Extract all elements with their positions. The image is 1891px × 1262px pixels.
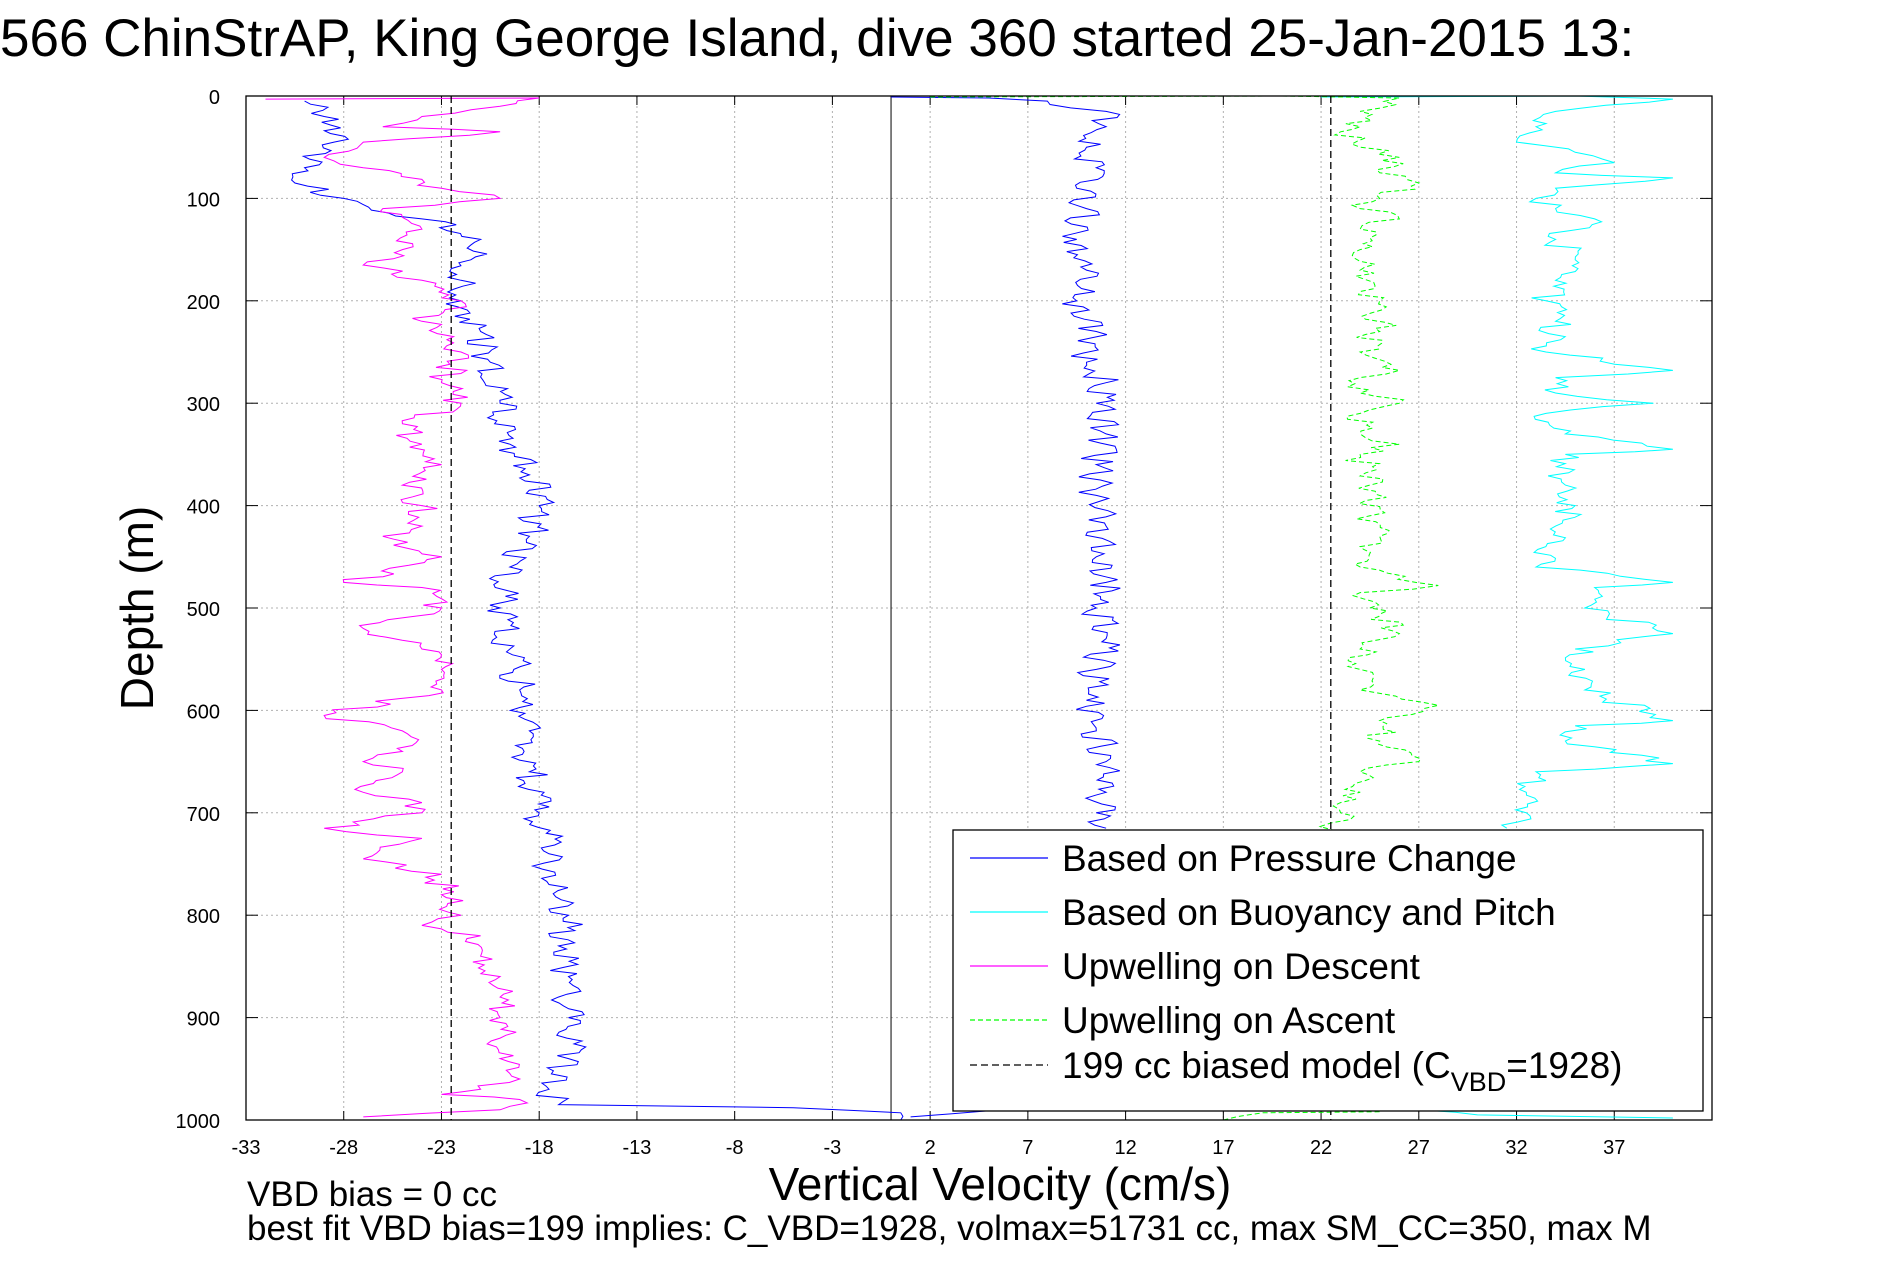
- x-tick-label: -13: [622, 1137, 651, 1159]
- y-tick-label: 700: [187, 804, 220, 826]
- series-line-based-on-pressure-change: [291, 100, 904, 1121]
- x-tick-label: -23: [427, 1137, 456, 1159]
- y-tick-label: 200: [187, 292, 220, 314]
- x-tick-label: 7: [1022, 1137, 1033, 1159]
- series-line-upwelling-on-descent: [265, 97, 540, 1118]
- chart-title: 566 ChinStrAP, King George Island, dive …: [0, 9, 1634, 68]
- series-line-based-on-buoyancy-and-pitch: [1321, 95, 1673, 829]
- y-tick-label: 1000: [176, 1111, 221, 1133]
- legend-label: Based on Pressure Change: [1062, 838, 1517, 879]
- legend: Based on Pressure Change Based on Buoyanc…: [952, 829, 1704, 1112]
- x-tick-label: -8: [726, 1137, 744, 1159]
- series-line-based-on-pressure-change: [890, 96, 1121, 829]
- plot-frame: [245, 95, 1713, 1121]
- x-tick-label: 2: [925, 1137, 936, 1159]
- y-tick-label: 600: [187, 701, 220, 723]
- legend-label: Upwelling on Descent: [1062, 946, 1421, 987]
- x-tick-label: -18: [525, 1137, 554, 1159]
- legend-label: 199 cc biased model (CVBD=1928): [1062, 1045, 1622, 1097]
- x-tick-label: 22: [1310, 1137, 1332, 1159]
- y-tick-label: 800: [187, 906, 220, 928]
- x-tick-label: 32: [1505, 1137, 1527, 1159]
- y-tick-label: 100: [187, 189, 220, 211]
- axis-ticks: -33 -28 -23 -18 -13 -8 -3 2 7 12 17 22 27 32 370100200…: [176, 87, 1712, 1159]
- x-tick-label: 12: [1114, 1137, 1136, 1159]
- legend-label: Upwelling on Ascent: [1062, 1000, 1396, 1041]
- annotation-best-fit: best fit VBD bias=199 implies: C_VBD=192…: [247, 1209, 1652, 1248]
- x-tick-label: 37: [1603, 1137, 1625, 1159]
- series-line-upwelling-on-ascent: [930, 95, 1439, 834]
- series-line-upwelling-on-ascent: [1223, 1111, 1380, 1121]
- x-tick-label: -3: [824, 1137, 842, 1159]
- legend-box: [952, 829, 1704, 1112]
- y-axis-label: Depth (m): [111, 506, 163, 710]
- y-tick-label: 300: [187, 394, 220, 416]
- x-tick-label: 17: [1212, 1137, 1234, 1159]
- y-tick-label: 900: [187, 1009, 220, 1031]
- y-tick-label: 0: [209, 87, 220, 109]
- y-tick-label: 500: [187, 599, 220, 621]
- y-tick-label: 400: [187, 497, 220, 519]
- x-tick-label: -33: [232, 1137, 261, 1159]
- legend-label: Based on Buoyancy and Pitch: [1062, 892, 1556, 933]
- x-axis-label: Vertical Velocity (cm/s): [769, 1158, 1232, 1210]
- x-tick-label: -28: [329, 1137, 358, 1159]
- x-tick-label: 27: [1408, 1137, 1430, 1159]
- annotation-vbd-bias: VBD bias = 0 cc: [247, 1175, 497, 1214]
